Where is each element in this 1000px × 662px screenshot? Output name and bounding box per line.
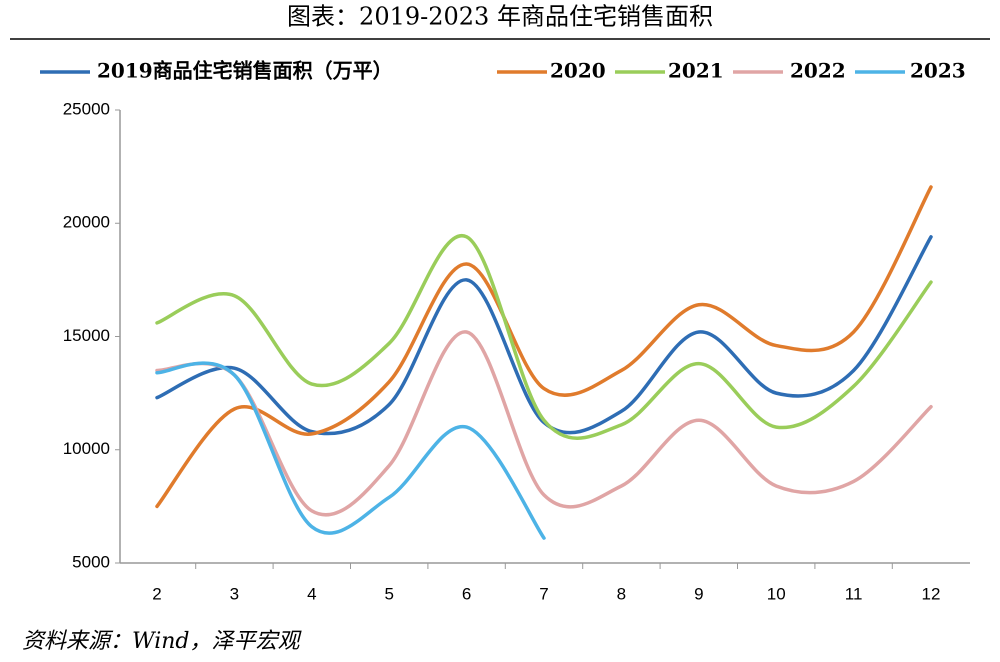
x-tick-label: 9 [694,584,703,603]
x-tick-label: 8 [617,584,626,603]
x-tick-label: 11 [845,584,863,603]
x-tick-label: 7 [539,584,548,603]
x-tick-label: 3 [230,584,239,603]
source-note: 资料来源：Wind，泽平宏观 [22,629,303,654]
series-line [155,235,933,436]
y-tick-label: 10000 [63,439,110,458]
x-tick-label: 6 [462,584,471,603]
x-tick-label: 4 [307,584,316,603]
chart-title: 图表：2019-2023 年商品住宅销售面积 [287,3,713,31]
legend-label: 2019商品住宅销售面积（万平） [97,59,393,83]
legend-label: 2021 [668,59,724,83]
y-tick-label: 25000 [63,99,110,118]
y-tick-label: 5000 [72,552,110,571]
y-tick-label: 20000 [63,213,110,232]
y-tick-label: 15000 [63,326,110,345]
series-line [155,233,933,440]
legend-label: 2022 [790,59,846,83]
series-line [155,361,546,540]
x-tick-label: 10 [767,584,786,603]
x-tick-label: 12 [922,584,941,603]
x-tick-label: 5 [384,584,393,603]
series-line [155,330,933,517]
legend-label: 2023 [910,59,966,83]
legend-label: 2020 [550,59,606,83]
x-tick-label: 2 [152,584,161,603]
series-line [155,185,933,509]
